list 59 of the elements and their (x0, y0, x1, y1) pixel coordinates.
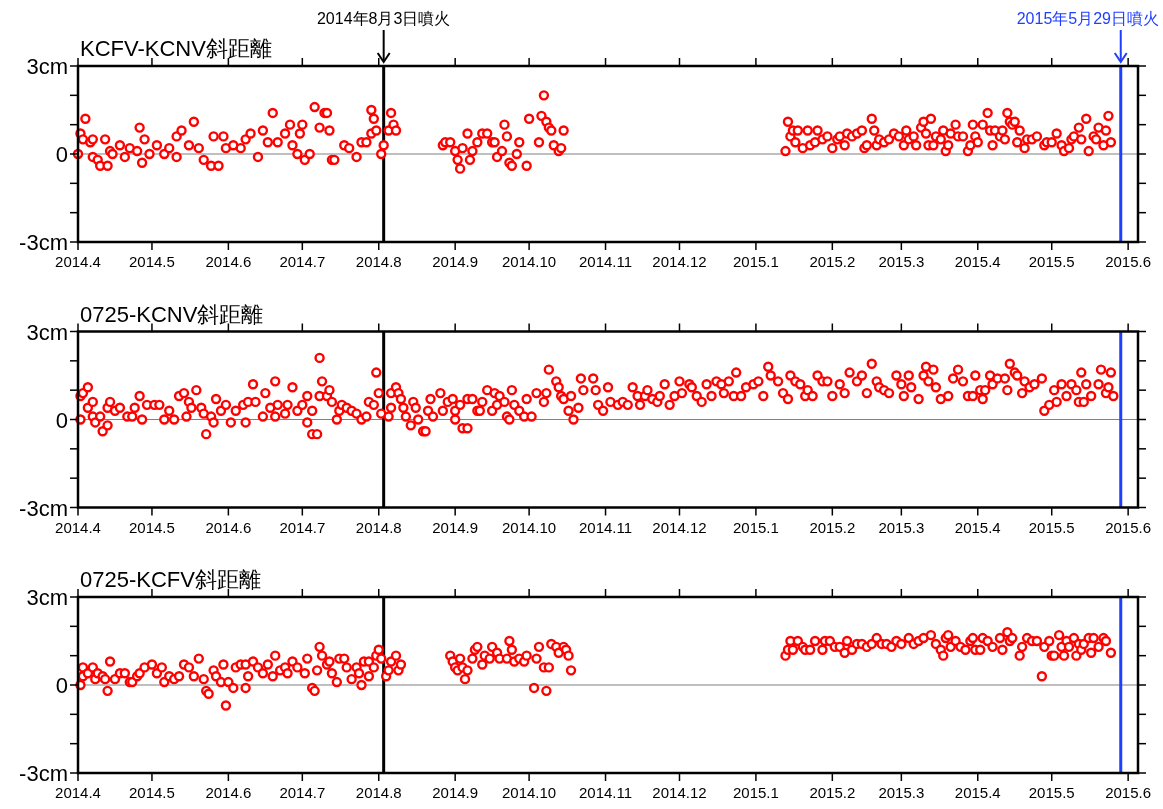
x-tick-label: 2015.6 (1105, 253, 1152, 270)
ref-line-label: 2015年5月29日噴火 (1016, 10, 1159, 27)
x-tick-label: 2014.5 (129, 253, 175, 270)
chart-title: 0725-KCNV斜距離 (80, 301, 264, 327)
y-tick-label: 3cm (26, 54, 68, 79)
x-tick-label: 2015.6 (1105, 784, 1152, 801)
x-tick-label: 2015.1 (732, 518, 779, 536)
x-tick-label: 2014.11 (578, 518, 633, 536)
ref-line-label: 2014年8月3日噴火 (316, 10, 451, 27)
x-tick-label: 2014.6 (205, 518, 252, 536)
x-tick-label: 2014.12 (652, 784, 707, 801)
x-tick-label: 2014.12 (652, 518, 707, 536)
x-tick-label: 2015.5 (1028, 518, 1075, 536)
x-tick-label: 2015.2 (809, 253, 856, 270)
x-tick-label: 2015.4 (954, 784, 1001, 801)
x-tick-label: 2014.7 (279, 784, 326, 801)
x-tick-label: 2015.1 (732, 784, 779, 801)
x-tick-label: 2014.10 (502, 784, 557, 801)
x-tick-label: 2015.2 (809, 518, 856, 536)
x-tick-label: 2014.8 (355, 784, 402, 801)
x-tick-label: 2014.6 (205, 784, 252, 801)
y-tick-label: -3cm (19, 230, 68, 255)
x-tick-label: 2014.4 (55, 784, 101, 801)
x-tick-label: 2014.5 (129, 784, 175, 801)
y-tick-label: 3cm (26, 319, 68, 345)
chart-title: KCFV-KCNV斜距離 (80, 36, 272, 61)
y-tick-label: 0 (55, 673, 68, 698)
x-tick-label: 2015.2 (809, 784, 856, 801)
x-tick-label: 2015.1 (732, 253, 779, 270)
y-tick-label: 0 (55, 142, 68, 167)
x-tick-label: 2015.4 (954, 518, 1001, 536)
x-tick-label: 2014.11 (578, 253, 633, 270)
x-tick-label: 2014.9 (432, 518, 479, 536)
x-tick-label: 2014.8 (355, 253, 402, 270)
chart-title: 0725-KCFV斜距離 (80, 567, 261, 592)
y-tick-label: -3cm (19, 761, 68, 786)
x-tick-label: 2015.6 (1105, 518, 1152, 536)
x-tick-label: 2014.10 (502, 518, 557, 536)
x-tick-label: 2014.5 (129, 518, 175, 536)
x-tick-label: 2014.9 (432, 253, 479, 270)
x-tick-label: 2015.4 (954, 253, 1001, 270)
x-tick-label: 2015.5 (1028, 253, 1075, 270)
x-tick-label: 2014.6 (205, 253, 252, 270)
x-tick-label: 2015.3 (878, 253, 925, 270)
y-tick-label: 3cm (26, 585, 68, 610)
x-tick-label: 2014.8 (355, 518, 402, 536)
x-tick-label: 2014.7 (279, 518, 326, 536)
x-tick-label: 2015.3 (878, 518, 925, 536)
x-tick-label: 2015.5 (1028, 784, 1075, 801)
x-tick-label: 2014.7 (279, 253, 326, 270)
x-tick-label: 2014.4 (55, 253, 101, 270)
y-tick-label: -3cm (19, 495, 68, 521)
x-tick-label: 2015.3 (878, 784, 925, 801)
x-tick-label: 2014.12 (652, 253, 707, 270)
x-tick-label: 2014.11 (578, 784, 633, 801)
x-tick-label: 2014.9 (432, 784, 479, 801)
x-tick-label: 2014.10 (502, 253, 557, 270)
y-tick-label: 0 (55, 407, 68, 433)
x-tick-label: 2014.4 (55, 518, 101, 536)
